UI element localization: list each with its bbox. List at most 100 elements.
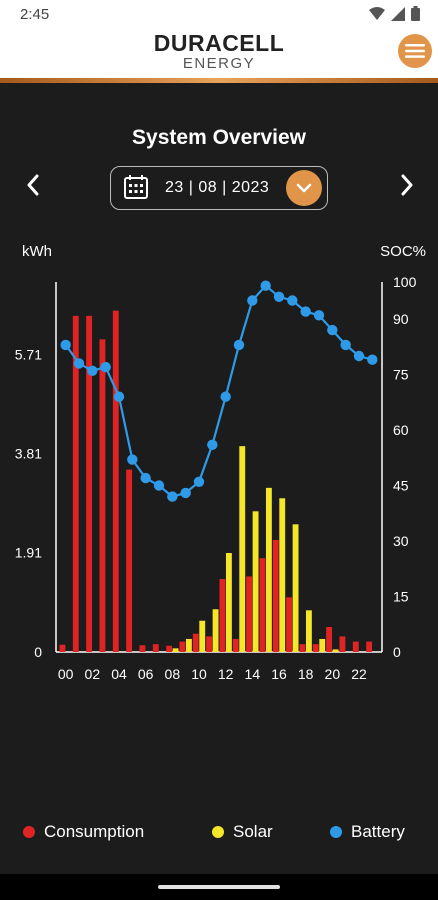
consumption-bar-4[interactable] — [112, 310, 119, 652]
battery-point-9[interactable] — [180, 487, 191, 499]
right-tick-label: 0 — [393, 644, 401, 660]
consumption-bar-6[interactable] — [139, 645, 146, 652]
x-tick-label: 08 — [165, 666, 181, 682]
legend-dot-consumption — [23, 826, 35, 838]
tick-label-layer: 0 1.91 3.81 5.71 0 15 30 45 60 75 90 100 00 02 04 06 08 1… — [15, 274, 417, 682]
left-tick-label: 5.71 — [15, 346, 42, 362]
battery-point-8[interactable] — [167, 491, 178, 502]
battery-point-0[interactable] — [60, 339, 71, 351]
menu-icon — [405, 44, 425, 58]
consumption-bar-5[interactable] — [126, 469, 133, 652]
battery-line — [64, 284, 373, 498]
solar-bar-11[interactable] — [212, 609, 219, 652]
solar-bar-14[interactable] — [252, 511, 259, 652]
battery-point-18[interactable] — [300, 306, 311, 317]
consumption-bar-16[interactable] — [272, 539, 279, 652]
consumption-bar-11[interactable] — [206, 636, 213, 652]
consumption-bar-22[interactable] — [352, 641, 359, 652]
battery-point-5[interactable] — [127, 454, 138, 465]
battery-point-1[interactable] — [73, 358, 85, 369]
battery-point-19[interactable] — [313, 310, 325, 321]
brand-name: DURACELL — [153, 30, 285, 56]
consumption-bar-21[interactable] — [339, 636, 346, 652]
solar-bar-9[interactable] — [185, 638, 192, 652]
battery-point-22[interactable] — [353, 350, 365, 362]
legend-item-consumption[interactable]: Consumption — [23, 822, 144, 842]
legend-item-battery[interactable]: Battery — [330, 822, 405, 842]
solar-bar-16[interactable] — [279, 498, 286, 652]
battery-point-15[interactable] — [260, 280, 271, 291]
solar-bar-19[interactable] — [319, 638, 326, 652]
x-tick-label: 12 — [218, 666, 234, 682]
x-tick-label: 18 — [298, 666, 314, 682]
consumption-bar-9[interactable] — [179, 641, 186, 652]
next-date-button[interactable] — [392, 170, 422, 200]
consumption-bar-13[interactable] — [232, 638, 239, 652]
x-tick-label: 16 — [271, 666, 287, 682]
consumption-bar-7[interactable] — [152, 644, 159, 652]
consumption-bar-20[interactable] — [326, 626, 333, 652]
brand-sub: ENERGY — [182, 55, 256, 72]
battery-point-6[interactable] — [140, 472, 151, 484]
date-dropdown-button[interactable] — [286, 170, 322, 206]
prev-date-button[interactable] — [18, 170, 48, 200]
legend-label-battery: Battery — [351, 822, 405, 841]
consumption-bar-0[interactable] — [59, 644, 66, 652]
consumption-bar-2[interactable] — [86, 315, 93, 652]
consumption-bar-1[interactable] — [72, 315, 79, 652]
battery-point-2[interactable] — [87, 365, 98, 376]
x-tick-label: 22 — [351, 666, 367, 682]
x-tick-label: 20 — [325, 666, 341, 682]
battery-point-14[interactable] — [247, 295, 258, 306]
legend-item-solar[interactable]: Solar — [212, 822, 273, 842]
right-tick-label: 45 — [393, 478, 409, 494]
battery-icon — [411, 6, 420, 21]
home-indicator[interactable] — [158, 885, 280, 889]
battery-point-7[interactable] — [153, 480, 165, 491]
legend-label-solar: Solar — [233, 822, 273, 841]
right-tick-label: 30 — [393, 533, 409, 549]
battery-point-3[interactable] — [100, 361, 111, 373]
chevron-left-icon — [27, 174, 39, 196]
selected-date: 23 | 08 | 2023 — [165, 179, 270, 196]
consumption-bar-10[interactable] — [192, 633, 199, 652]
battery-point-20[interactable] — [327, 324, 338, 336]
consumption-bar-15[interactable] — [259, 558, 266, 652]
battery-point-16[interactable] — [273, 291, 285, 302]
battery-point-4[interactable] — [113, 391, 125, 402]
page-title: System Overview — [132, 126, 306, 149]
status-bar: 2:45 — [0, 0, 438, 28]
solar-bar-18[interactable] — [305, 610, 312, 652]
solar-bar-8[interactable] — [172, 648, 179, 652]
consumption-bar-14[interactable] — [246, 576, 253, 652]
battery-point-21[interactable] — [340, 339, 351, 351]
battery-point-10[interactable] — [193, 476, 205, 487]
x-tick-label: 06 — [138, 666, 154, 682]
battery-point-17[interactable] — [287, 295, 298, 306]
solar-bar-12[interactable] — [225, 552, 232, 652]
consumption-bar-19[interactable] — [312, 644, 319, 652]
battery-point-11[interactable] — [207, 439, 218, 450]
date-picker[interactable]: 23 | 08 | 2023 — [110, 166, 328, 210]
chevron-down-icon — [296, 183, 312, 193]
right-tick-label: 100 — [393, 274, 417, 290]
solar-bar-10[interactable] — [199, 620, 206, 652]
battery-point-23[interactable] — [367, 354, 378, 365]
menu-button[interactable] — [398, 34, 432, 68]
x-tick-label: 02 — [85, 666, 101, 682]
consumption-bar-17[interactable] — [286, 597, 293, 652]
solar-bar-17[interactable] — [292, 524, 299, 652]
battery-point-12[interactable] — [220, 391, 231, 402]
consumption-bar-3[interactable] — [99, 339, 106, 652]
battery-point-13[interactable] — [233, 339, 245, 351]
right-tick-label: 60 — [393, 422, 409, 438]
solar-bar-13[interactable] — [239, 446, 246, 652]
x-tick-label: 10 — [191, 666, 207, 682]
consumption-bar-8[interactable] — [166, 645, 173, 652]
right-tick-label: 15 — [393, 589, 409, 605]
consumption-bar-18[interactable] — [299, 644, 306, 652]
solar-bar-20[interactable] — [332, 649, 339, 652]
consumption-bar-12[interactable] — [219, 579, 226, 652]
solar-bar-15[interactable] — [265, 487, 272, 652]
consumption-bar-23[interactable] — [366, 641, 373, 652]
